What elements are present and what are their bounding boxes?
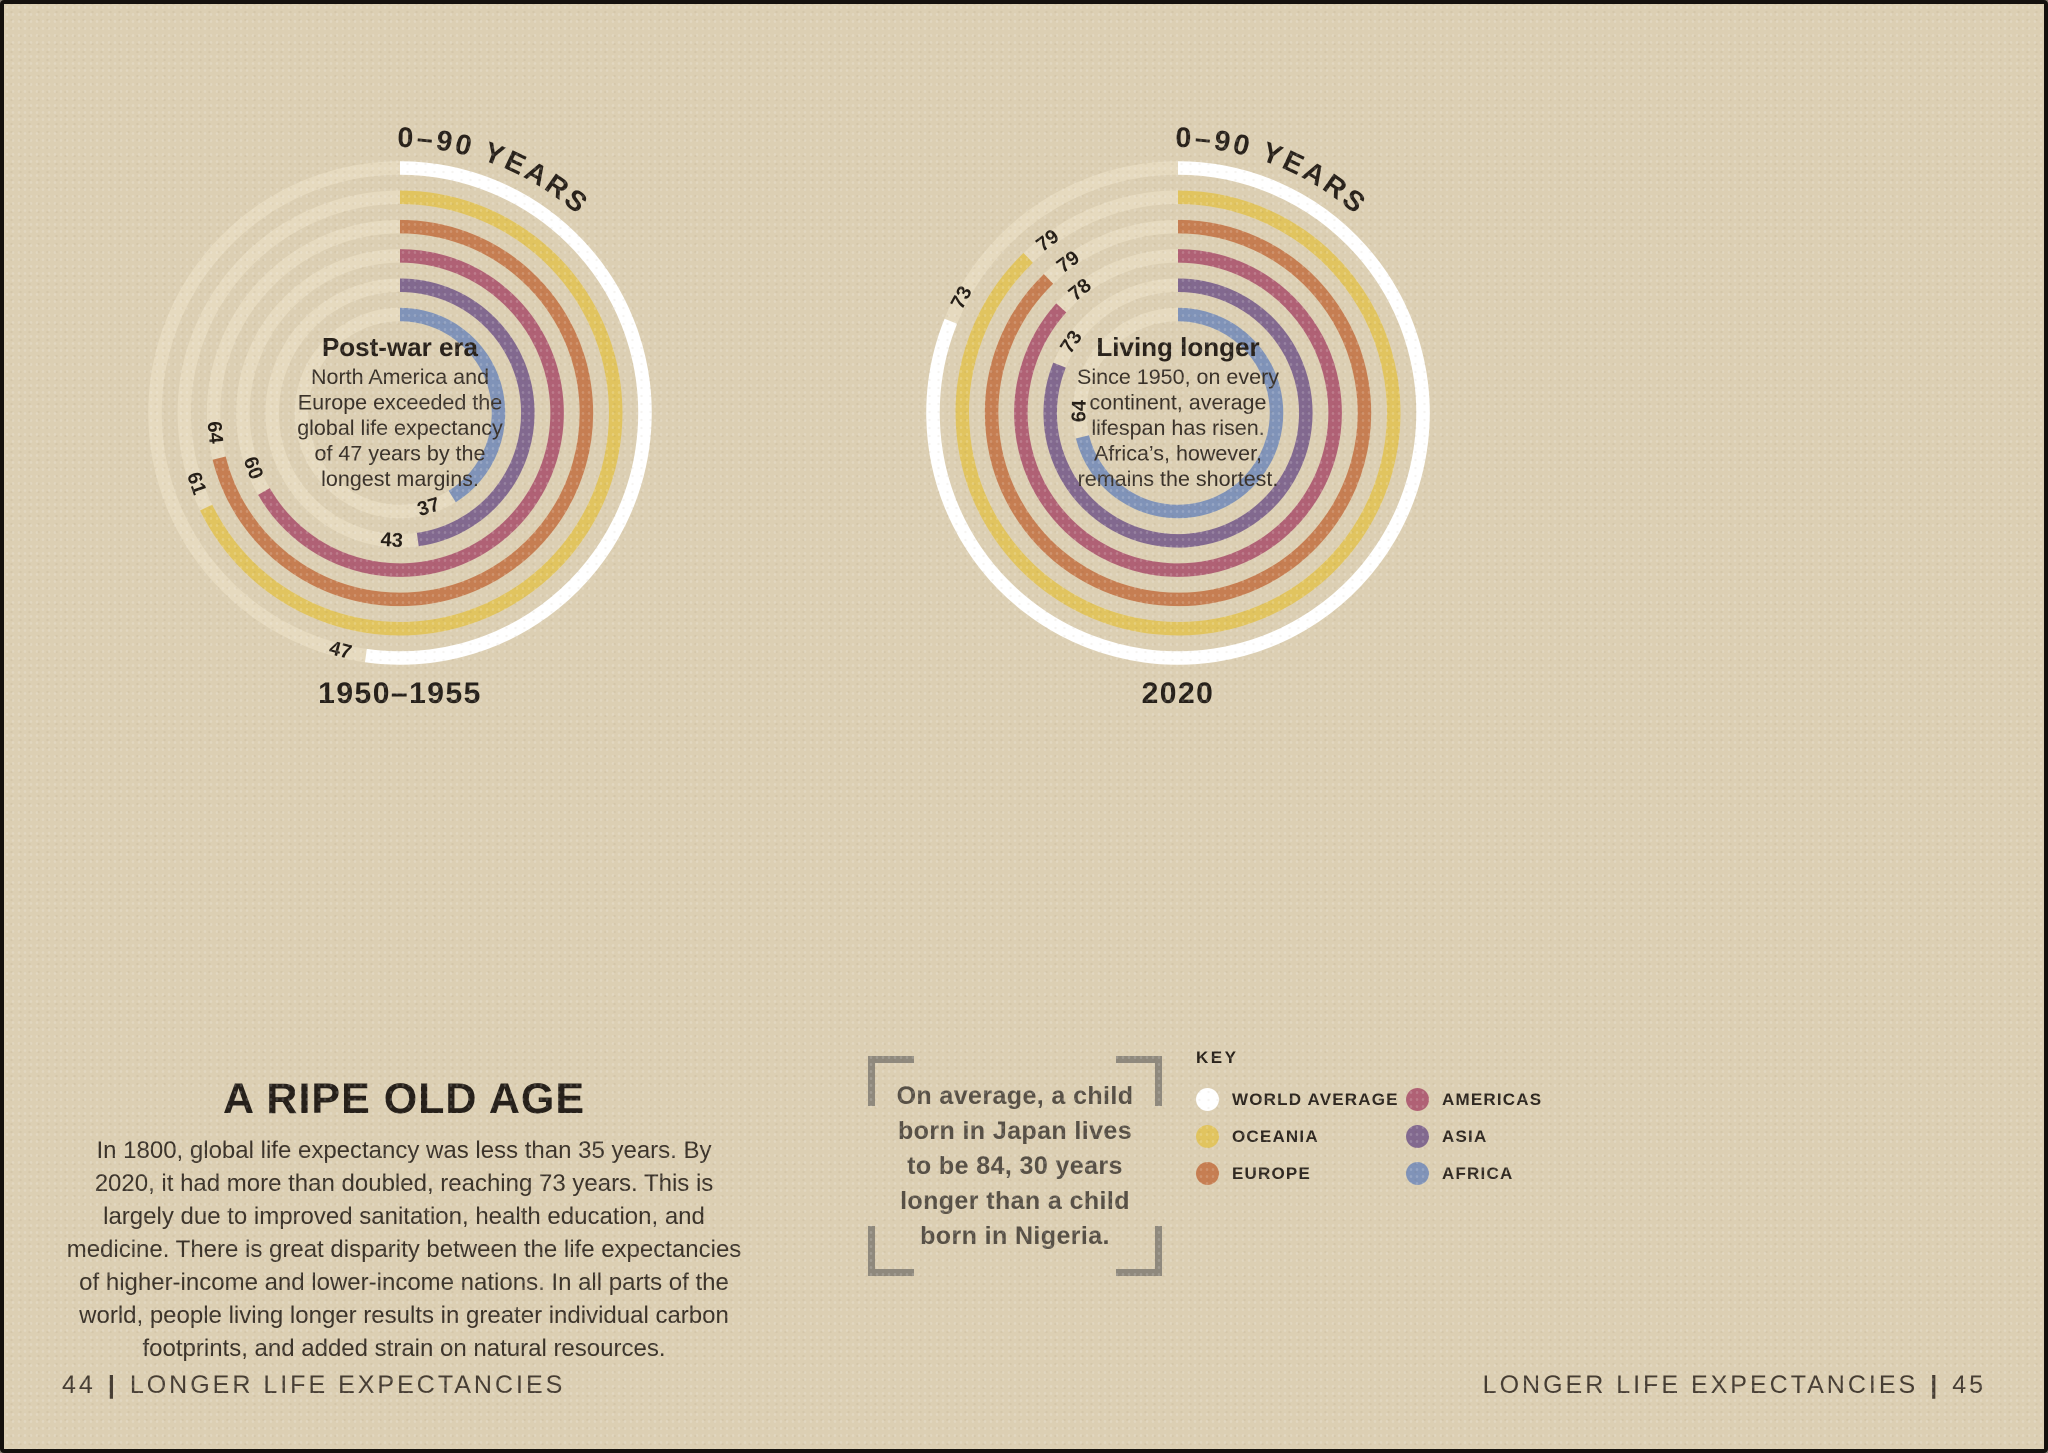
- legend-item-asia: ASIA: [1406, 1125, 1616, 1148]
- chart-center-title: Living longer: [1096, 332, 1259, 362]
- arc-europe: [212, 219, 594, 607]
- footer-left: 44 | LONGER LIFE EXPECTANCIES: [62, 1371, 565, 1400]
- arc-world-average: [926, 161, 1430, 665]
- value-label-europe: 64: [202, 420, 226, 445]
- page-number: 44: [62, 1371, 96, 1399]
- chart-center-line: Since 1950, on every: [1077, 365, 1279, 389]
- legend-label: AMERICAS: [1442, 1089, 1543, 1109]
- quote-corner-bracket-bottom-right: [1116, 1226, 1162, 1276]
- radial-chart-1950-1955: 47 61 64 60 43 37 0–90 YEARS Post-war era North …: [40, 53, 760, 793]
- legend-item-americas: AMERICAS: [1406, 1088, 1616, 1111]
- legend-label: WORLD AVERAGE: [1232, 1089, 1399, 1109]
- chart-center-line: longest margins.: [321, 467, 479, 491]
- arc-africa: [1075, 307, 1284, 519]
- value-label-africa: 64: [1068, 399, 1090, 423]
- legend-label: EUROPE: [1232, 1163, 1311, 1183]
- intro-paragraph: In 1800, global life expectancy was less…: [66, 1137, 742, 1362]
- chart-center-line: of 47 years by the: [315, 442, 486, 466]
- chart-center-line: continent, average: [1090, 391, 1267, 415]
- legend-dot-world-average: [1196, 1088, 1219, 1111]
- footer-divider: |: [107, 1371, 118, 1399]
- legend-label: OCEANIA: [1232, 1126, 1319, 1146]
- arc-asia: [399, 278, 535, 547]
- chart-period-label: 1950–1955: [318, 677, 482, 710]
- quote-corner-bracket-bottom-left: [868, 1226, 914, 1276]
- chart-center-line: North America and: [311, 365, 489, 389]
- legend-item-europe: EUROPE: [1196, 1162, 1406, 1185]
- value-label-world-average: 47: [327, 637, 354, 664]
- footer-divider: |: [1930, 1371, 1941, 1399]
- legend-title: KEY: [1196, 1048, 1239, 1067]
- footer-right: LONGER LIFE EXPECTANCIES | 45: [1483, 1371, 1986, 1400]
- chart-center-line: Europe exceeded the: [298, 391, 502, 415]
- legend-dot-americas: [1406, 1088, 1429, 1111]
- legend-label: ASIA: [1442, 1126, 1488, 1146]
- chart-period-label: 2020: [1142, 677, 1215, 710]
- legend-dot-europe: [1196, 1162, 1219, 1185]
- arc-africa: [399, 307, 506, 503]
- footer-title: LONGER LIFE EXPECTANCIES: [1482, 1371, 1919, 1399]
- arc-oceania: [200, 190, 623, 636]
- chart-center-title: Post-war era: [322, 332, 479, 362]
- legend-item-world-average: WORLD AVERAGE: [1196, 1088, 1406, 1111]
- value-label-asia: 43: [380, 529, 404, 552]
- arc-americas: [258, 249, 564, 577]
- chart-center-line: Africa’s, however,: [1094, 442, 1262, 466]
- legend-label: AFRICA: [1442, 1163, 1514, 1183]
- arc-oceania: [955, 190, 1401, 636]
- chart-center-line: remains the shortest.: [1078, 467, 1279, 491]
- page-number: 45: [1952, 1371, 1986, 1399]
- quote-corner-bracket-top-right: [1116, 1056, 1162, 1106]
- arc-world-average: [364, 161, 652, 665]
- legend-grid: WORLD AVERAGE OCEANIA EUROPE AMERICAS ASIA AF…: [1196, 1081, 1616, 1192]
- legend-dot-oceania: [1196, 1125, 1219, 1148]
- legend-dot-africa: [1406, 1162, 1429, 1185]
- chart-center-line: lifespan has risen.: [1091, 416, 1264, 440]
- quote-block: On average, a child born in Japan lives …: [868, 1056, 1162, 1276]
- page-heading: A RIPE OLD AGE: [222, 1074, 585, 1123]
- legend-dot-asia: [1406, 1125, 1429, 1148]
- quote-corner-bracket-top-left: [868, 1056, 914, 1106]
- quote-text: On average, a child born in Japan lives …: [896, 1081, 1134, 1250]
- arc-europe: [984, 219, 1372, 607]
- legend-item-africa: AFRICA: [1406, 1162, 1616, 1185]
- radial-chart-2020: 73 79 79 78 73 64 0–90 YEARS Living longer Since…: [818, 53, 1538, 793]
- arc-asia: [1043, 278, 1313, 548]
- arc-americas: [1014, 249, 1342, 577]
- legend: KEY WORLD AVERAGE OCEANIA EUROPE AMERICAS AS…: [1196, 1048, 1616, 1192]
- chart-center-line: global life expectancy: [297, 416, 503, 440]
- legend-item-oceania: OCEANIA: [1196, 1125, 1406, 1148]
- footer-title: LONGER LIFE EXPECTANCIES: [129, 1371, 566, 1399]
